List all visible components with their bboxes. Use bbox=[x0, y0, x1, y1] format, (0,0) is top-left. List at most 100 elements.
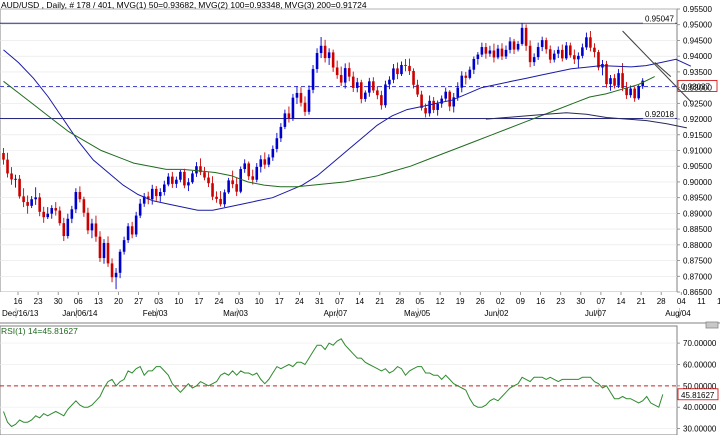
price-tick-label: 0.87000 bbox=[683, 272, 712, 281]
candle-up-body bbox=[255, 166, 259, 180]
day-label: 07 bbox=[335, 297, 344, 306]
candle-down-body bbox=[215, 196, 218, 199]
candle-down-body bbox=[548, 49, 552, 60]
level-label: 0.92018 bbox=[645, 110, 674, 119]
candle-up-body bbox=[191, 173, 194, 183]
candle-down-body bbox=[299, 92, 303, 103]
day-label: 31 bbox=[315, 297, 324, 306]
candle-down-body bbox=[211, 183, 214, 197]
day-label: 13 bbox=[94, 297, 103, 306]
rsi-current-box bbox=[677, 388, 719, 401]
candle-up-body bbox=[283, 113, 287, 127]
price-tick-label: 0.90000 bbox=[683, 178, 712, 187]
candle-down-body bbox=[26, 202, 29, 206]
candle-up-body bbox=[581, 47, 584, 56]
candle-down-body bbox=[492, 50, 496, 58]
candle-up-body bbox=[227, 180, 230, 193]
month-label: Dec/16/13 bbox=[2, 309, 39, 318]
candle-down-body bbox=[589, 37, 592, 48]
mvg2-label: MVG(2) 100=0.93348, bbox=[198, 0, 282, 10]
day-label: 10 bbox=[255, 297, 264, 306]
candle-down-body bbox=[38, 197, 41, 212]
candle-down-body bbox=[331, 52, 335, 68]
candle-up-body bbox=[66, 218, 70, 237]
candle-up-body bbox=[392, 68, 395, 80]
candle-up-body bbox=[150, 188, 154, 200]
candle-down-body bbox=[10, 173, 13, 180]
candle-up-body bbox=[134, 215, 138, 235]
candle-up-body bbox=[480, 47, 484, 55]
candle-down-body bbox=[54, 208, 58, 211]
candle-up-body bbox=[496, 48, 500, 58]
chart-info-label: , Daily, # 178 / 401, bbox=[39, 0, 116, 10]
day-label: 24 bbox=[215, 297, 224, 306]
candle-up-body bbox=[384, 84, 387, 106]
candle-up-body bbox=[34, 197, 37, 200]
day-label: 20 bbox=[114, 297, 123, 306]
day-label: 07 bbox=[596, 297, 605, 306]
candle-down-body bbox=[380, 95, 383, 106]
candle-up-body bbox=[319, 45, 323, 54]
candle-up-body bbox=[516, 43, 520, 50]
candle-up-body bbox=[368, 81, 371, 93]
day-label: 14 bbox=[355, 297, 364, 306]
candle-up-body bbox=[460, 75, 464, 88]
candle-up-body bbox=[552, 53, 556, 60]
candle-up-body bbox=[617, 73, 620, 86]
level-label-bg bbox=[643, 110, 675, 119]
moving-average-line bbox=[3, 49, 692, 211]
price-tick-label: 0.94000 bbox=[683, 52, 712, 61]
candle-up-body bbox=[118, 251, 122, 273]
candle-up-body bbox=[223, 192, 226, 205]
rsi-resize-handle[interactable] bbox=[705, 321, 719, 329]
day-label: 19 bbox=[456, 297, 465, 306]
candle-up-body bbox=[388, 79, 391, 85]
candle-down-body bbox=[593, 47, 596, 53]
candle-down-body bbox=[376, 90, 379, 96]
day-label: 18 bbox=[717, 297, 720, 306]
candle-up-body bbox=[629, 88, 632, 96]
candle-down-body bbox=[106, 242, 110, 264]
candle-down-body bbox=[560, 49, 564, 59]
day-label: 06 bbox=[74, 297, 83, 306]
candle-down-body bbox=[524, 27, 528, 46]
rsi-tick-label: 50.00000 bbox=[683, 382, 717, 391]
candle-down-body bbox=[424, 108, 427, 114]
candle-down-body bbox=[62, 223, 66, 237]
candle-down-body bbox=[6, 159, 9, 174]
candle-down-body bbox=[335, 67, 339, 76]
rsi-axis: 70.00000 60.00000 50.00000 40.00000 30.00000… bbox=[677, 339, 719, 434]
time-axis-bg bbox=[0, 292, 677, 323]
candle-up-body bbox=[641, 80, 644, 87]
price-tick-label: 0.88000 bbox=[683, 241, 712, 250]
candle-down-body bbox=[22, 196, 25, 203]
candle-down-body bbox=[98, 236, 102, 259]
candle-down-body bbox=[183, 171, 186, 186]
candle-up-body bbox=[74, 192, 78, 210]
candle-up-body bbox=[355, 82, 359, 88]
candle-up-body bbox=[577, 55, 580, 60]
candle-down-body bbox=[303, 102, 307, 112]
mvg1-label: MVG(1) 50=0.93682, bbox=[117, 0, 197, 10]
rsi-tick-label: 40.00000 bbox=[683, 403, 717, 412]
day-label: 28 bbox=[395, 297, 404, 306]
candle-up-body bbox=[163, 184, 166, 193]
candle-up-body bbox=[102, 242, 106, 259]
candle-up-body bbox=[540, 40, 544, 48]
candle-up-body bbox=[271, 148, 275, 158]
candle-down-body bbox=[287, 113, 291, 119]
candle-down-body bbox=[625, 87, 628, 96]
rsi-header: RSI(1) 14=45.81627 bbox=[1, 326, 78, 336]
day-label: 21 bbox=[375, 297, 384, 306]
price-tick-label: 0.92000 bbox=[683, 115, 712, 124]
month-label: May/05 bbox=[404, 309, 431, 318]
candle-up-body bbox=[291, 97, 295, 119]
moving-average-lines bbox=[3, 49, 692, 211]
candle-down-body bbox=[247, 163, 251, 177]
price-tick-label: 0.94500 bbox=[683, 36, 712, 45]
candle-up-body bbox=[46, 213, 50, 218]
candle-up-body bbox=[122, 240, 126, 252]
candle-down-body bbox=[18, 178, 21, 197]
